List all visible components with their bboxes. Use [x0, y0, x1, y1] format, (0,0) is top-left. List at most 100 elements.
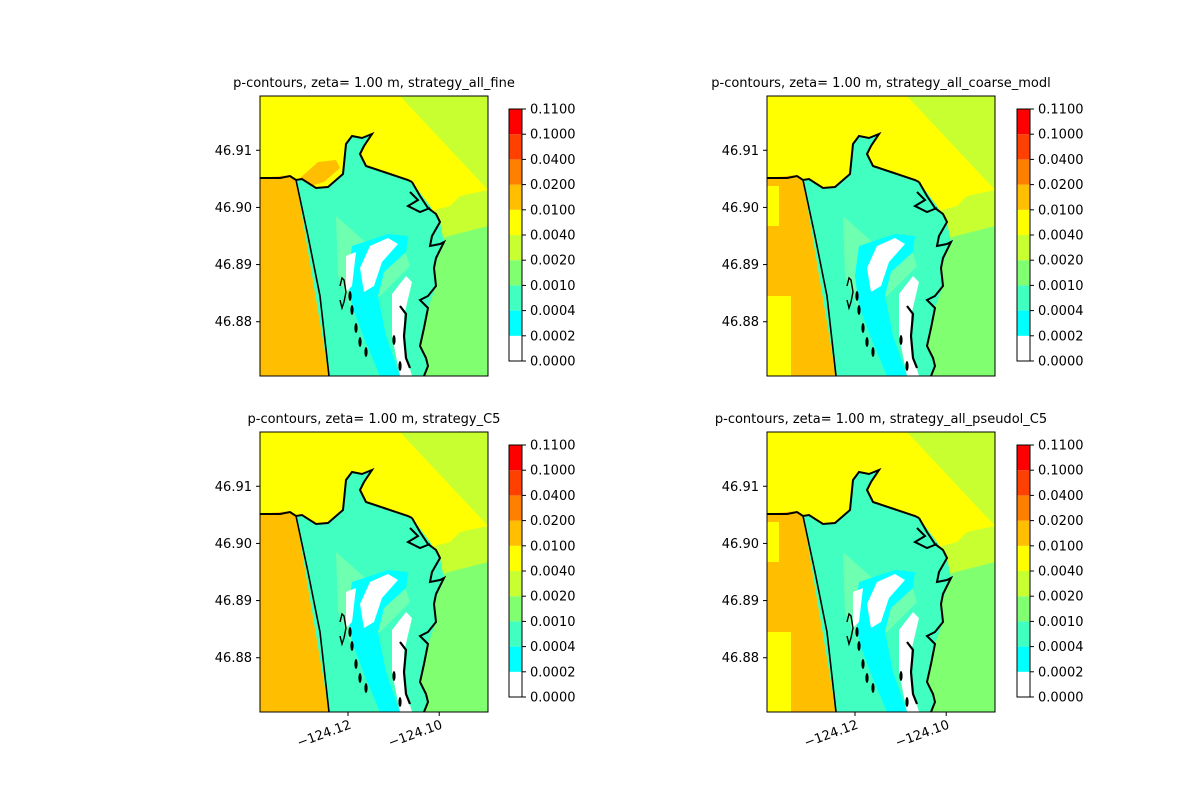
field-ocean	[260, 96, 329, 376]
y-tick-label: 46.88	[722, 651, 759, 666]
island	[857, 641, 861, 651]
panel-1: p-contours, zeta= 1.00 m, strategy_all_f…	[215, 76, 576, 377]
island	[348, 291, 352, 301]
colorbar-segment	[509, 545, 522, 571]
colorbar-segment	[1017, 209, 1030, 235]
field-patch	[767, 186, 779, 226]
coastline	[260, 467, 413, 526]
y-tick-label: 46.89	[722, 258, 759, 273]
y-tick-label: 46.88	[722, 315, 759, 330]
colorbar: 0.0000 0.0002 0.0004 0.0010 0.0020 0.0040 0.01…	[508, 439, 576, 706]
colorbar-tick-label: 0.1000	[530, 464, 576, 479]
colorbar-tick-label: 0.0040	[1038, 565, 1084, 580]
coastline	[767, 467, 920, 526]
panel-3: p-contours, zeta= 1.00 m, strategy_C5 46.…	[215, 412, 576, 751]
y-tick-label: 46.91	[215, 144, 252, 159]
colorbar-segment	[1017, 520, 1030, 546]
island	[905, 361, 909, 371]
colorbar-segment	[1017, 671, 1030, 697]
map-field	[767, 432, 995, 712]
field-patch	[767, 522, 779, 562]
colorbar-tick-label: 0.1100	[530, 103, 576, 118]
island	[354, 323, 358, 333]
colorbar-segment	[509, 646, 522, 672]
colorbar-tick-label: 0.1000	[530, 128, 576, 143]
colorbar-segment	[1017, 260, 1030, 286]
colorbar-tick-label: 0.0020	[530, 590, 576, 605]
field-channel-white	[899, 612, 919, 712]
map-field	[767, 96, 995, 376]
colorbar-tick-label: 0.0200	[1038, 178, 1084, 193]
coastline-inlet	[405, 191, 431, 214]
island	[857, 305, 861, 315]
colorbar-tick-label: 0.1100	[1038, 103, 1084, 118]
colorbar-segment	[1017, 184, 1030, 210]
coastline-east	[411, 517, 447, 712]
colorbar-tick-label: 0.0400	[1038, 489, 1084, 504]
colorbar-tick-label: 0.1000	[1038, 464, 1084, 479]
colorbar-tick-label: 0.0100	[530, 539, 576, 554]
y-tick-label: 46.91	[215, 480, 252, 495]
y-tick-label: 46.91	[722, 480, 759, 495]
colorbar-tick-label: 0.1100	[1038, 439, 1084, 454]
colorbar-segment	[509, 184, 522, 210]
coastline-channel	[399, 641, 412, 705]
colorbar-tick-label: 0.0400	[530, 153, 576, 168]
colorbar-segment	[509, 520, 522, 546]
y-tick-label: 46.90	[722, 537, 759, 552]
island	[358, 673, 362, 683]
colorbar-tick-label: 0.0000	[1038, 355, 1084, 370]
colorbar-tick-label: 0.0002	[1038, 329, 1084, 344]
colorbar-segment	[509, 260, 522, 286]
colorbar: 0.0000 0.0002 0.0004 0.0010 0.0020 0.0040 0.01…	[1016, 103, 1084, 370]
coastline-spit	[802, 515, 837, 712]
field-ocean	[260, 432, 329, 712]
island	[871, 683, 875, 693]
y-tick-label: 46.89	[215, 258, 252, 273]
colorbar-segment	[1017, 596, 1030, 622]
axes-frame	[766, 431, 996, 713]
island	[392, 335, 396, 345]
colorbar-tick-label: 0.0004	[1038, 304, 1084, 319]
coastline-channel	[906, 641, 919, 705]
colorbar: 0.0000 0.0002 0.0004 0.0010 0.0020 0.0040 0.01…	[508, 103, 576, 370]
colorbar-segment	[1017, 159, 1030, 185]
colorbar-segment	[1017, 109, 1030, 135]
island	[899, 671, 903, 681]
colorbar-segment	[509, 571, 522, 597]
x-tick-label: −124.12	[295, 718, 353, 751]
coastline-spit	[295, 515, 330, 712]
colorbar-tick-label: 0.0020	[1038, 590, 1084, 605]
colorbar-tick-label: 0.0010	[530, 279, 576, 294]
field-channel-white	[867, 574, 905, 628]
coastline-spit	[295, 179, 330, 376]
colorbar-tick-label: 0.0010	[1038, 279, 1084, 294]
colorbar-tick-label: 0.0004	[530, 304, 576, 319]
colorbar-segment	[1017, 545, 1030, 571]
field-channel-white	[392, 612, 412, 712]
field-channel-white	[346, 588, 356, 628]
island	[350, 641, 354, 651]
colorbar-segment	[1017, 285, 1030, 311]
colorbar-segment	[509, 159, 522, 185]
coastline-east	[411, 181, 447, 376]
colorbar-tick-label: 0.0200	[530, 514, 576, 529]
coastline-bar	[339, 612, 347, 647]
colorbar-tick-label: 0.0040	[530, 229, 576, 244]
island	[865, 337, 869, 347]
coastline-inlet	[912, 527, 938, 550]
colorbar-segment	[1017, 335, 1030, 361]
coastline	[260, 131, 413, 190]
island	[855, 627, 859, 637]
colorbar: 0.0000 0.0002 0.0004 0.0010 0.0020 0.0040 0.01…	[1016, 439, 1084, 706]
colorbar-tick-label: 0.1000	[1038, 128, 1084, 143]
colorbar-segment	[509, 495, 522, 521]
colorbar-tick-label: 0.0000	[530, 355, 576, 370]
island	[905, 697, 909, 707]
panel-2: p-contours, zeta= 1.00 m, strategy_all_c…	[711, 76, 1084, 377]
coastline	[767, 131, 920, 190]
colorbar-segment	[1017, 470, 1030, 496]
island	[861, 659, 865, 669]
coastline-bar	[846, 276, 854, 311]
colorbar-tick-label: 0.0100	[1038, 539, 1084, 554]
